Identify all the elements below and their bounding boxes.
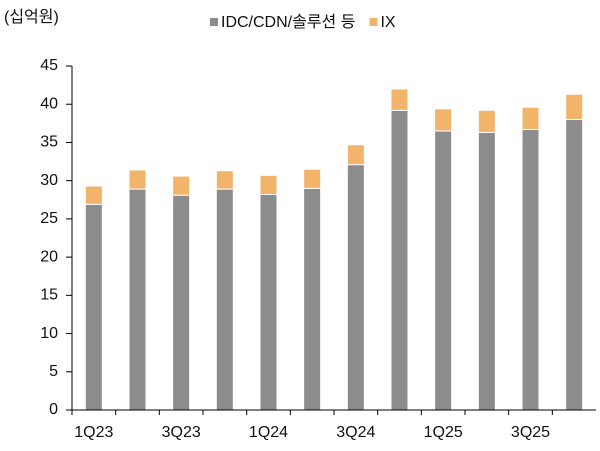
bar-segment <box>215 170 234 190</box>
bar-segment <box>477 132 496 411</box>
legend-swatch <box>369 18 378 26</box>
y-tick-label: 20 <box>40 248 58 265</box>
bar-segment <box>303 168 322 189</box>
x-tick-label: 1Q24 <box>249 424 288 441</box>
bar-segment <box>346 144 365 166</box>
x-tick-label: 1Q25 <box>424 424 463 441</box>
bar-segment <box>346 164 365 411</box>
bar-segment <box>259 193 278 411</box>
bar-segment <box>128 188 147 411</box>
y-tick-label: 40 <box>40 95 58 112</box>
y-tick-label: 35 <box>40 134 58 151</box>
y-tick-label: 25 <box>40 210 58 227</box>
bar-segment <box>84 185 103 205</box>
y-tick-label: 15 <box>40 287 58 304</box>
legend-label: IDC/CDN/솔루션 등 <box>221 13 355 31</box>
bar-segment <box>521 106 540 130</box>
y-tick-label: 30 <box>40 172 58 189</box>
x-tick-label: 3Q24 <box>336 424 375 441</box>
legend-swatch <box>210 18 218 26</box>
unit-label: (십억원) <box>4 8 59 26</box>
bar-segment <box>259 174 278 195</box>
bar-segment <box>390 109 409 411</box>
bar-segment <box>434 108 453 132</box>
bar-segment <box>434 130 453 411</box>
bar-segment <box>172 194 191 411</box>
x-tick-label: 1Q23 <box>74 424 113 441</box>
bar-segment <box>390 88 409 111</box>
legend-label: IX <box>380 14 395 31</box>
bar-segment <box>521 128 540 411</box>
y-tick-label: 10 <box>40 325 58 342</box>
bar-segment <box>128 169 147 190</box>
y-tick-label: 5 <box>49 363 58 380</box>
bar-segment <box>215 188 234 411</box>
bar-segment <box>172 175 191 196</box>
x-tick-label: 3Q23 <box>162 424 201 441</box>
bar-segment <box>565 119 584 411</box>
bar-segment <box>565 93 584 121</box>
y-tick-label: 45 <box>40 57 58 74</box>
x-tick-label: 3Q25 <box>511 424 550 441</box>
bar-segment <box>477 109 496 134</box>
y-tick-label: 0 <box>49 401 58 418</box>
bar-segment <box>303 187 322 411</box>
bar-segment <box>84 203 103 411</box>
